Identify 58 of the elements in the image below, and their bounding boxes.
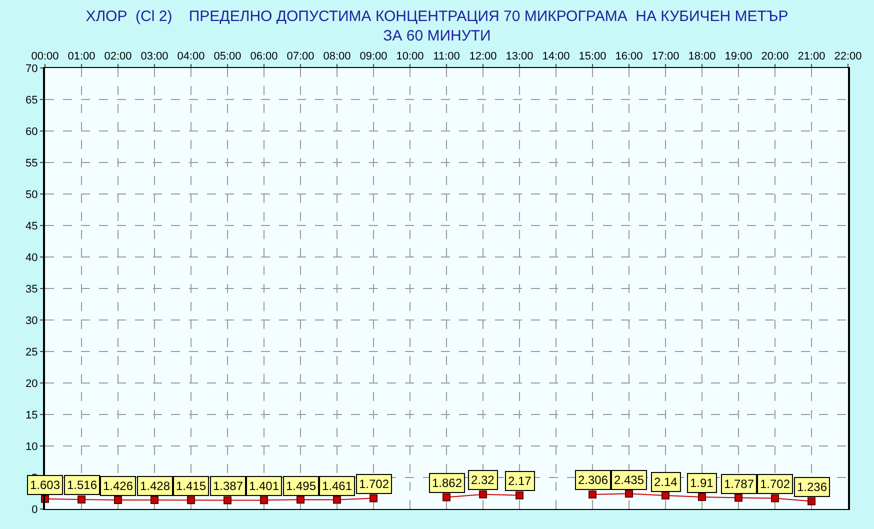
x-tick-label: 18:00 (688, 50, 716, 63)
y-tick-label: 20 (26, 378, 38, 390)
x-tick-label: 07:00 (286, 50, 314, 63)
data-label: 2.306 (578, 473, 608, 487)
data-label: 2.32 (471, 473, 495, 487)
data-label: 1.387 (213, 479, 244, 493)
y-tick-label: 45 (26, 220, 38, 232)
data-label: 1.787 (724, 477, 754, 491)
x-tick-label: 21:00 (798, 50, 826, 63)
x-tick-label: 10:00 (396, 50, 424, 63)
data-label: 2.17 (508, 474, 532, 488)
y-tick-label: 0 (32, 504, 38, 516)
data-label: 1.516 (67, 478, 98, 492)
data-label: 2.435 (614, 473, 644, 487)
x-tick-label: 11:00 (433, 50, 460, 63)
y-tick-label: 50 (26, 188, 38, 201)
x-tick-label: 06:00 (250, 50, 278, 63)
y-tick-label: 40 (26, 252, 38, 264)
x-tick-label: 01:00 (68, 50, 96, 63)
data-label: 1.401 (249, 479, 280, 493)
x-tick-label: 03:00 (140, 50, 168, 63)
y-tick-label: 60 (26, 126, 38, 138)
data-label: 1.461 (322, 479, 352, 493)
data-label: 1.236 (797, 480, 828, 494)
x-tick-label: 16:00 (615, 50, 643, 63)
data-label: 1.603 (30, 478, 60, 492)
x-tick-label: 15:00 (578, 50, 606, 63)
y-tick-label: 25 (26, 346, 38, 358)
y-tick-label: 70 (26, 62, 38, 75)
x-tick-label: 20:00 (761, 50, 789, 63)
y-tick-label: 10 (26, 440, 38, 453)
data-label: 1.495 (286, 479, 316, 493)
chart-title: ХЛОР (Cl 2) ПРЕДЕЛНО ДОПУСТИМА КОНЦЕНТРАЦИЯ 70 МИКРОГРАМА НА КУБИЧЕН МЕТЪР ЗА 60 МИНУТИ (86, 8, 788, 45)
x-tick-label: 08:00 (323, 50, 351, 63)
data-label: 1.426 (103, 479, 134, 493)
x-tick-label: 05:00 (214, 50, 242, 63)
data-label: 2.14 (654, 475, 678, 489)
x-tick-label: 00:00 (31, 50, 59, 63)
y-tick-label: 35 (26, 283, 38, 296)
data-label: 1.428 (140, 479, 170, 493)
x-tick-label: 02:00 (104, 50, 132, 63)
data-label: 1.862 (432, 476, 462, 490)
x-tick-label: 14:00 (542, 50, 570, 63)
x-tick-label: 09:00 (360, 50, 388, 63)
x-tick-label: 17:00 (652, 50, 680, 63)
y-tick-label: 30 (26, 314, 38, 327)
x-tick-label: 12:00 (469, 50, 497, 63)
y-tick-label: 15 (26, 409, 38, 422)
x-tick-label: 13:00 (506, 50, 534, 63)
data-label: 1.702 (359, 477, 390, 491)
data-label: 1.415 (176, 479, 206, 493)
x-tick-label: 19:00 (724, 50, 752, 63)
x-tick-label: 04:00 (177, 50, 205, 63)
data-label: 1.91 (690, 476, 714, 490)
data-label: 1.702 (760, 477, 790, 491)
y-tick-label: 65 (26, 94, 38, 106)
y-tick-label: 55 (26, 157, 38, 170)
x-tick-label: 22:00 (834, 50, 862, 63)
